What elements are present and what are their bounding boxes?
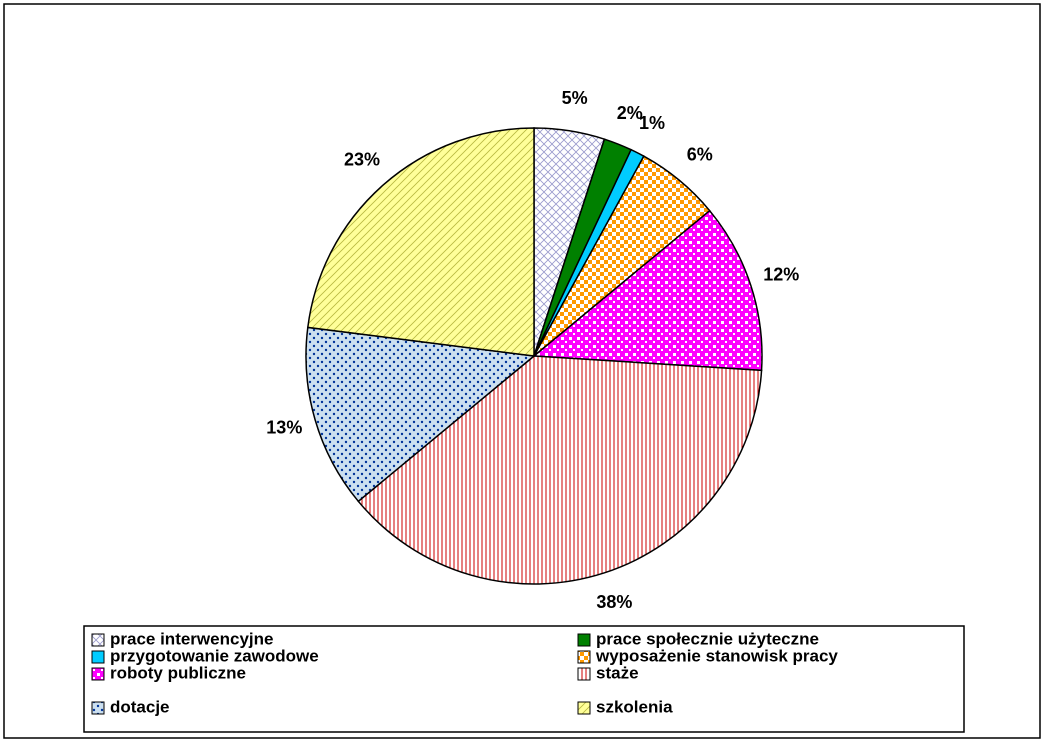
legend-swatch bbox=[91, 650, 105, 664]
legend-swatch bbox=[91, 633, 105, 647]
legend-label: szkolenia bbox=[596, 697, 673, 716]
legend-swatch bbox=[577, 701, 591, 715]
pie-slice bbox=[532, 209, 763, 372]
legend-label: prace interwencyjne bbox=[110, 629, 273, 648]
legend-swatch bbox=[577, 650, 591, 664]
legend-swatch bbox=[577, 667, 591, 681]
data-label: 5% bbox=[562, 88, 588, 108]
legend-label: staże bbox=[596, 663, 639, 682]
legend-swatch bbox=[91, 667, 105, 681]
pie-slice bbox=[357, 355, 763, 585]
legend-swatch bbox=[577, 633, 591, 647]
data-label: 13% bbox=[266, 417, 302, 437]
data-label: 23% bbox=[344, 150, 380, 170]
legend-label: roboty publiczne bbox=[110, 663, 246, 682]
pie-slice bbox=[305, 326, 536, 503]
legend-label: przygotowanie zawodowe bbox=[110, 646, 319, 665]
legend-label: wyposażenie stanowisk pracy bbox=[595, 646, 838, 665]
data-label: 6% bbox=[687, 144, 713, 164]
legend-swatch bbox=[91, 701, 105, 715]
legend-label: dotacje bbox=[110, 697, 170, 716]
data-label: 38% bbox=[596, 592, 632, 612]
data-label: 12% bbox=[763, 264, 799, 284]
legend-box bbox=[83, 625, 965, 733]
data-label: 1% bbox=[639, 113, 665, 133]
data-label: 2% bbox=[617, 103, 643, 123]
pie-slice bbox=[306, 127, 535, 357]
legend-label: prace społecznie użyteczne bbox=[596, 629, 819, 648]
